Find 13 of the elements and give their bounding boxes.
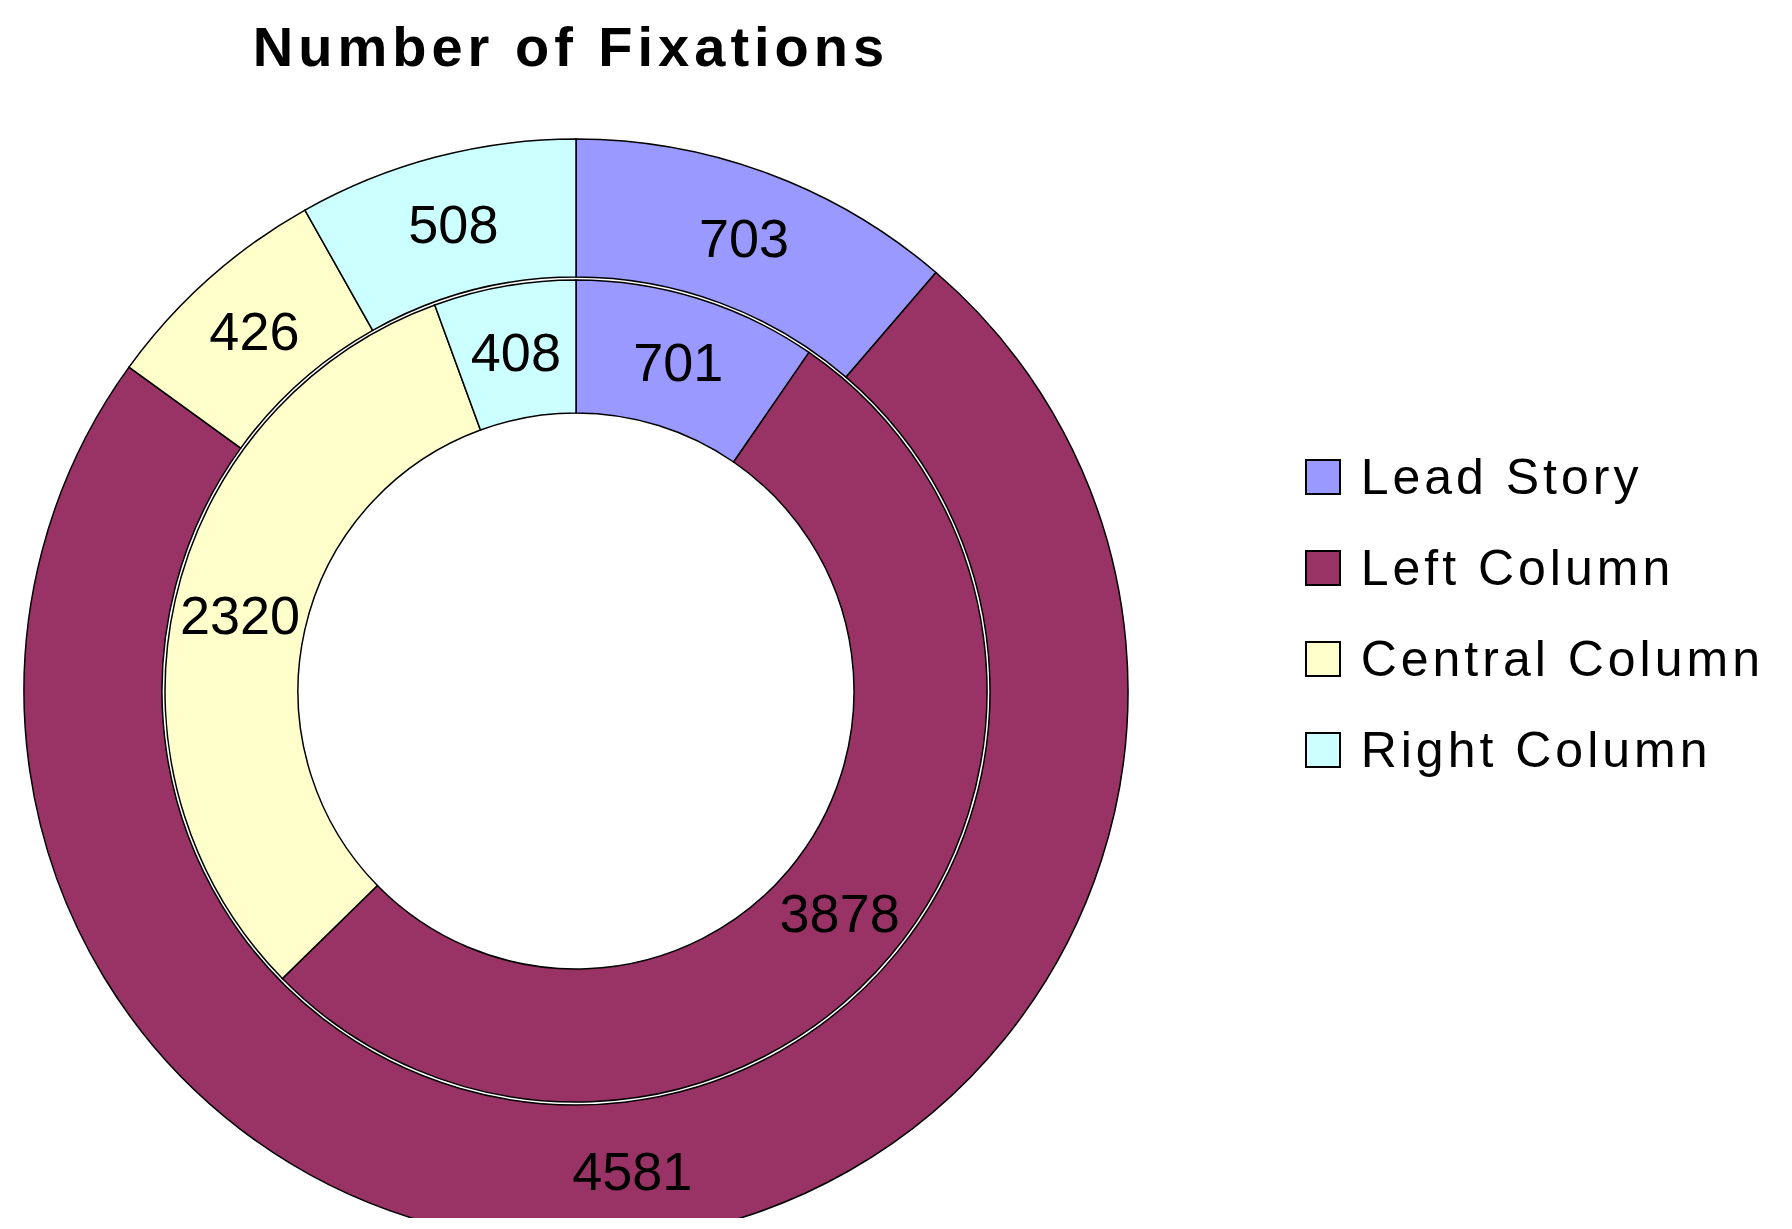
legend-label: Central Column — [1360, 629, 1764, 688]
data-label: 408 — [470, 321, 561, 382]
data-label: 2320 — [179, 584, 301, 645]
data-label: 426 — [209, 300, 300, 361]
data-label: 703 — [698, 208, 790, 269]
data-label: 3878 — [779, 882, 900, 943]
data-label: 701 — [633, 332, 724, 393]
data-label: 508 — [408, 193, 499, 254]
legend-label: Left Column — [1360, 538, 1675, 597]
legend-label: Lead Story — [1360, 447, 1643, 506]
chart-title: Number of Fixations — [251, 14, 891, 79]
legend-label: Right Column — [1360, 720, 1712, 779]
data-label: 4581 — [572, 1140, 693, 1201]
